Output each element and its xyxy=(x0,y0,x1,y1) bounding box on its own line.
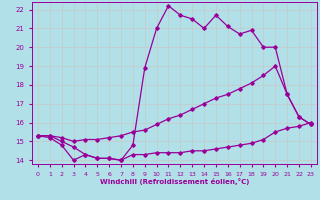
X-axis label: Windchill (Refroidissement éolien,°C): Windchill (Refroidissement éolien,°C) xyxy=(100,178,249,185)
